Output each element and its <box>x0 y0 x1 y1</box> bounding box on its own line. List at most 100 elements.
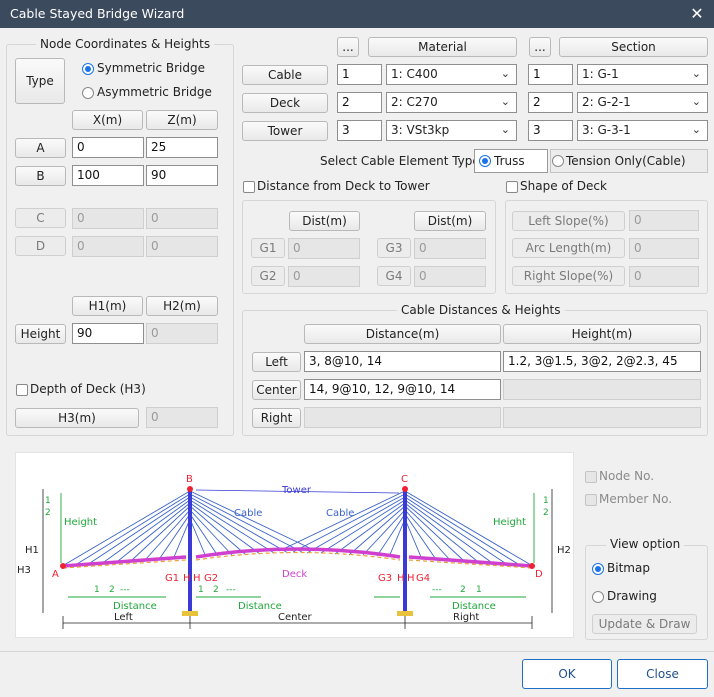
deck-label: Deck <box>242 93 328 113</box>
h2-input: 0 <box>146 323 218 344</box>
diagram-cable-right-label: Cable <box>326 508 354 519</box>
member-no-checkbox[interactable] <box>585 494 597 506</box>
cable-material-value: 1: C400 <box>391 67 438 81</box>
node-a-label: A <box>15 138 66 158</box>
cable-label: Cable <box>242 65 328 85</box>
deck-material-value: 2: C270 <box>391 95 438 109</box>
close-icon[interactable]: ✕ <box>690 4 704 23</box>
title-bar: Cable Stayed Bridge Wizard ✕ <box>0 0 714 28</box>
cable-section-value: 1: G-1 <box>582 67 619 81</box>
chevron-down-icon: ⌄ <box>500 67 510 80</box>
g4-label: G4 <box>377 266 411 286</box>
deck-section-no[interactable]: 2 <box>528 92 573 113</box>
symmetric-radio[interactable] <box>82 63 94 75</box>
diagram-h3: H3 <box>17 565 31 576</box>
left-cables <box>63 490 317 566</box>
tower-section-value: 3: G-3-1 <box>582 123 631 137</box>
deck-material-select[interactable]: 2: C270 ⌄ <box>386 92 517 113</box>
diagram-distance-left: Distance <box>113 601 157 612</box>
node-a-point <box>60 563 66 569</box>
asymmetric-radio[interactable] <box>82 87 94 99</box>
node-b-z-input[interactable]: 90 <box>146 165 218 186</box>
symmetric-label[interactable]: Symmetric Bridge <box>97 61 205 75</box>
h1-header: H1(m) <box>72 296 143 316</box>
node-no-label[interactable]: Node No. <box>599 469 655 483</box>
drawing-radio[interactable] <box>592 591 604 603</box>
tension-label[interactable]: Tension Only(Cable) <box>566 154 686 168</box>
g4-input: 0 <box>414 266 486 287</box>
g3-label: G3 <box>377 238 411 258</box>
diagram-dots-right: --- <box>432 585 442 595</box>
deck-section-select[interactable]: 2: G-2-1 ⌄ <box>577 92 708 113</box>
diagram-left-label: Left <box>114 612 133 623</box>
diagram-hh-left2: H <box>193 573 201 584</box>
depth-of-deck-label[interactable]: Depth of Deck (H3) <box>30 382 146 396</box>
left-height-input[interactable]: 1.2, 3@1.5, 3@2, 2@2.3, 45 <box>503 351 701 372</box>
tension-option[interactable] <box>550 149 708 173</box>
diagram-hh-right: H <box>397 573 405 584</box>
tower-section-select[interactable]: 3: G-3-1 ⌄ <box>577 120 708 141</box>
h1-input[interactable]: 90 <box>72 323 144 344</box>
diagram-num2-left: 2 <box>109 585 115 595</box>
g1-label: G1 <box>251 238 285 258</box>
diagram-height-right: Height <box>493 517 526 528</box>
tower-section-no[interactable]: 3 <box>528 120 573 141</box>
right-row-label: Right <box>252 408 301 428</box>
diagram-num2-right: 2 <box>460 585 466 595</box>
cable-section-no[interactable]: 1 <box>528 64 573 85</box>
tower-material-no[interactable]: 3 <box>337 120 382 141</box>
diagram-h1: H1 <box>25 545 39 556</box>
left-slope-input: 0 <box>629 210 699 231</box>
g2-input: 0 <box>288 266 360 287</box>
deck-material-no[interactable]: 2 <box>337 92 382 113</box>
cable-type-label: Select Cable Element Type <box>320 154 480 168</box>
node-a-z-input[interactable]: 25 <box>146 137 218 158</box>
shape-of-deck-label[interactable]: Shape of Deck <box>520 179 607 193</box>
arc-length-label: Arc Length(m) <box>512 238 625 258</box>
left-tower <box>188 489 192 611</box>
distance-deck-tower-label[interactable]: Distance from Deck to Tower <box>257 179 430 193</box>
tower-arrow <box>195 489 400 494</box>
center-distance-input[interactable]: 14, 9@10, 12, 9@10, 14 <box>304 379 501 400</box>
center-height-input <box>503 379 701 400</box>
height-label: Height <box>15 324 66 344</box>
tension-radio[interactable] <box>552 155 564 167</box>
diagram-num1-left: 1 <box>94 585 100 595</box>
update-draw-button[interactable]: Update & Draw <box>592 614 697 634</box>
asymmetric-label[interactable]: Asymmetric Bridge <box>97 85 212 99</box>
node-no-checkbox[interactable] <box>585 471 597 483</box>
material-browse-button[interactable]: ... <box>337 37 359 57</box>
ok-button[interactable]: OK <box>522 659 612 689</box>
node-b-x-input[interactable]: 100 <box>72 165 144 186</box>
tower-material-select[interactable]: 3: VSt3kp ⌄ <box>386 120 517 141</box>
node-d-label: D <box>15 236 66 256</box>
drawing-label[interactable]: Drawing <box>607 589 657 603</box>
close-button[interactable]: Close <box>617 659 708 689</box>
cable-section-select[interactable]: 1: G-1 ⌄ <box>577 64 708 85</box>
right-slope-input: 0 <box>629 266 699 287</box>
truss-label[interactable]: Truss <box>494 154 525 168</box>
node-d-z-input: 0 <box>146 236 218 257</box>
left-distance-input[interactable]: 3, 8@10, 14 <box>304 351 501 372</box>
deck-truss <box>62 551 533 569</box>
depth-of-deck-checkbox[interactable] <box>16 384 28 396</box>
section-header: Section <box>559 37 708 57</box>
arc-length-input: 0 <box>629 238 699 259</box>
shape-of-deck-checkbox[interactable] <box>506 181 518 193</box>
cable-material-no[interactable]: 1 <box>337 64 382 85</box>
diagram-num1-right: 1 <box>476 585 482 595</box>
distance-deck-group <box>242 200 496 294</box>
truss-radio[interactable] <box>479 155 491 167</box>
g1-input: 0 <box>288 238 360 259</box>
section-browse-button[interactable]: ... <box>529 37 551 57</box>
cable-material-select[interactable]: 1: C400 ⌄ <box>386 64 517 85</box>
diagram-n1-right: 1 <box>543 496 549 506</box>
left-slope-label: Left Slope(%) <box>512 211 625 231</box>
dist1-header: Dist(m) <box>289 211 360 231</box>
distance-deck-tower-checkbox[interactable] <box>243 181 255 193</box>
diagram-g4: G4 <box>416 573 430 584</box>
member-no-label[interactable]: Member No. <box>599 492 673 506</box>
bitmap-radio[interactable] <box>592 563 604 575</box>
bitmap-label[interactable]: Bitmap <box>607 561 650 575</box>
node-a-x-input[interactable]: 0 <box>72 137 144 158</box>
